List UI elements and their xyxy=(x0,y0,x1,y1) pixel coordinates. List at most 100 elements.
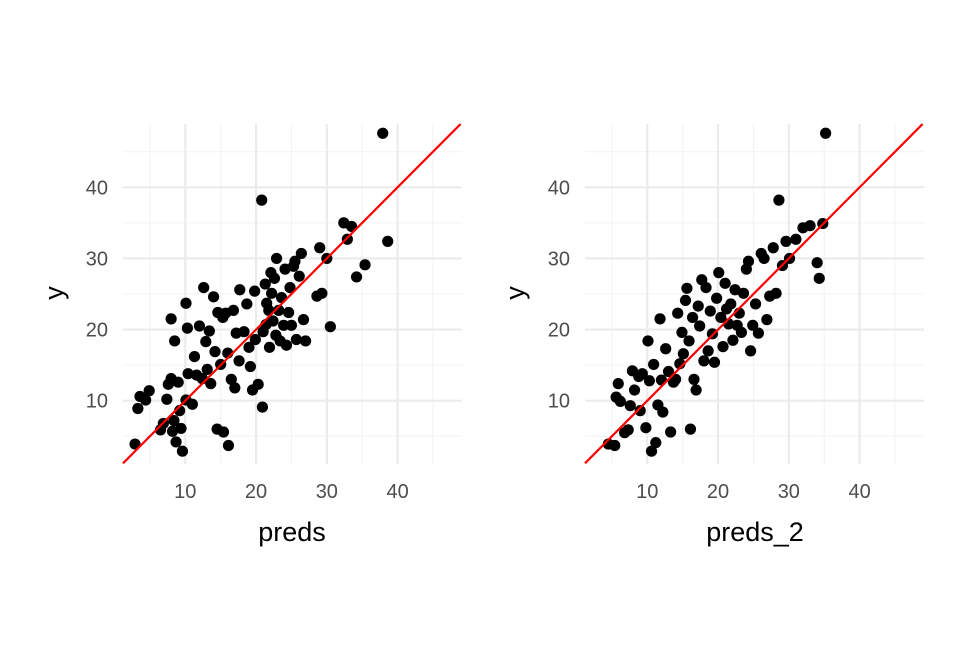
left-data-point xyxy=(280,339,293,351)
left-data-point xyxy=(182,368,194,380)
right-data-point xyxy=(684,423,697,435)
left-data-point xyxy=(209,346,221,358)
left-data-point xyxy=(285,319,298,331)
left-data-point xyxy=(229,382,241,394)
left-data-point xyxy=(205,378,217,390)
left-data-point xyxy=(234,284,246,296)
right-data-point xyxy=(761,314,773,326)
right-data-point xyxy=(811,257,823,269)
left-data-point xyxy=(266,287,278,299)
right-data-point xyxy=(645,445,658,457)
right-data-point xyxy=(692,300,704,312)
left-data-point xyxy=(290,333,302,346)
left-data-point xyxy=(200,336,212,348)
right-data-point xyxy=(676,326,688,339)
right-x-tick-label: 40 xyxy=(848,481,870,503)
right-data-point xyxy=(681,282,693,294)
left-data-point xyxy=(140,394,152,406)
right-data-point xyxy=(648,358,660,371)
left-data-point xyxy=(268,272,281,284)
left-data-point xyxy=(256,194,268,206)
right-data-point xyxy=(747,319,759,331)
right-x-tick-label: 10 xyxy=(636,481,658,503)
right-points xyxy=(602,127,832,457)
left-data-point xyxy=(263,341,276,353)
left-x-axis-title: preds xyxy=(258,517,326,547)
left-data-point xyxy=(180,297,192,309)
left-data-point xyxy=(299,335,312,347)
right-data-point xyxy=(654,313,666,325)
left-data-point xyxy=(198,281,210,294)
left-data-point xyxy=(314,242,326,254)
right-data-point xyxy=(717,341,729,353)
left-data-point xyxy=(175,422,187,435)
right-y-tick-label: 30 xyxy=(548,248,570,270)
left-data-point xyxy=(227,304,240,316)
left-data-point xyxy=(132,402,144,415)
right-x-axis-title: preds_2 xyxy=(706,517,804,547)
left-data-point xyxy=(350,271,363,283)
left-y-axis-title: y xyxy=(39,286,69,300)
right-data-point xyxy=(780,235,792,247)
right-data-point xyxy=(660,343,672,355)
right-data-point xyxy=(725,298,737,310)
right-data-point xyxy=(698,355,710,367)
left-data-point xyxy=(273,304,285,316)
right-data-point xyxy=(690,384,702,396)
right-data-point xyxy=(745,345,757,357)
left-data-point xyxy=(203,325,215,337)
right-data-point xyxy=(677,348,689,360)
left-scatter-panel: preds y 10 20 30 40 10 20 30 40 xyxy=(39,123,462,547)
left-x-tick-label: 20 xyxy=(245,481,267,503)
right-data-point xyxy=(694,320,706,332)
right-y-tick-label: 20 xyxy=(548,320,570,342)
left-x-tick-label: 30 xyxy=(316,481,338,503)
right-reference-line xyxy=(584,123,924,465)
left-data-point xyxy=(359,259,371,271)
right-data-point xyxy=(672,307,684,319)
right-data-point xyxy=(767,242,779,254)
right-x-tick-label: 20 xyxy=(707,481,729,503)
left-data-point xyxy=(295,247,307,260)
left-data-point xyxy=(186,398,198,410)
left-x-tick-label: 40 xyxy=(386,481,408,503)
right-data-point xyxy=(735,326,748,339)
right-data-point xyxy=(758,252,770,265)
left-data-point xyxy=(166,425,179,437)
right-data-point xyxy=(804,220,816,232)
left-data-point xyxy=(181,322,194,334)
left-data-point xyxy=(176,445,189,457)
right-data-point xyxy=(686,311,699,324)
right-data-point xyxy=(719,277,731,289)
right-data-point xyxy=(715,311,727,324)
left-x-tick-label: 10 xyxy=(174,481,196,503)
left-data-point xyxy=(169,335,181,347)
left-y-tick-label: 10 xyxy=(86,391,108,413)
right-data-point xyxy=(657,406,669,418)
left-data-point xyxy=(241,298,253,310)
left-data-point xyxy=(377,127,389,139)
right-data-point xyxy=(708,356,721,368)
right-data-point xyxy=(650,437,662,449)
right-data-point xyxy=(679,294,692,307)
right-data-point xyxy=(729,284,741,296)
left-data-point xyxy=(217,426,230,438)
left-data-point xyxy=(270,252,283,265)
left-data-point xyxy=(293,270,305,282)
right-data-point xyxy=(643,375,656,387)
left-data-point xyxy=(297,314,310,326)
right-data-point xyxy=(711,292,723,304)
left-data-point xyxy=(170,436,182,448)
right-data-point xyxy=(609,439,621,452)
left-data-point xyxy=(382,235,394,247)
left-data-point xyxy=(172,376,184,388)
left-data-point xyxy=(201,363,213,375)
left-data-point xyxy=(249,333,261,346)
right-data-point xyxy=(727,334,739,346)
right-data-point xyxy=(742,255,755,267)
right-data-point xyxy=(820,127,832,139)
left-data-point xyxy=(225,373,237,385)
left-data-point xyxy=(238,326,250,338)
left-data-point xyxy=(252,378,264,390)
